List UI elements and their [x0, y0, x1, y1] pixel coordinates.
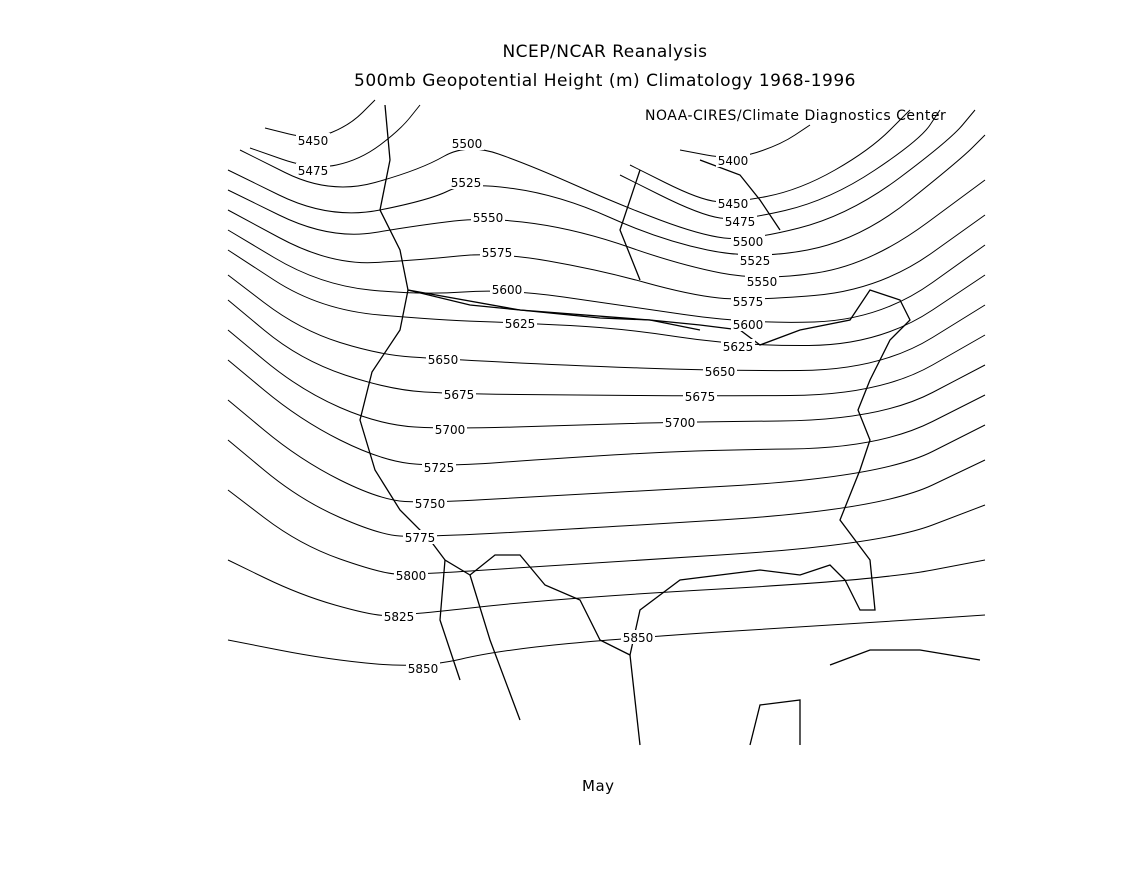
contour-5800: [227, 489, 986, 575]
us-outline: [359, 289, 911, 656]
contour-label-5625: 5625: [723, 340, 754, 354]
month-label: May: [582, 777, 615, 795]
contour-label-5750: 5750: [415, 497, 446, 511]
contour-label-bg: [738, 253, 772, 267]
contour-label-bg: [296, 163, 330, 177]
contour-5775: [227, 439, 986, 537]
contour-label-bg: [716, 196, 750, 210]
contour-5575: [227, 209, 986, 300]
contour-label-bg: [426, 352, 460, 366]
contour-label-5850: 5850: [623, 631, 654, 645]
contour-label-bg: [450, 136, 484, 150]
contour-label-5400: 5400: [718, 154, 749, 168]
cuba-coast: [829, 649, 981, 666]
contour-label-5475: 5475: [725, 215, 756, 229]
contour-label-bg: [731, 317, 765, 331]
contour-5625: [227, 249, 986, 347]
contour-label-5775: 5775: [405, 531, 436, 545]
contour-label-bg: [382, 609, 416, 623]
contour-label-5600: 5600: [492, 283, 523, 297]
contour-label-bg: [703, 364, 737, 378]
credit-label: NOAA-CIRES/Climate Diagnostics Center: [645, 108, 947, 124]
contour-5675: [227, 299, 986, 397]
contour-5725: [227, 359, 986, 466]
contour-label-5475: 5475: [298, 164, 329, 178]
contour-5550: [227, 179, 986, 278]
contour-label-bg: [296, 133, 330, 147]
contour-label-bg: [422, 460, 456, 474]
contour-label-bg: [413, 496, 447, 510]
contour-label-5500: 5500: [733, 235, 764, 249]
contour-label-bg: [621, 630, 655, 644]
contour-5525: [227, 134, 986, 256]
hudson-bay-coast: [619, 159, 781, 281]
contour-label-bg: [433, 422, 467, 436]
contour-5750: [227, 399, 986, 503]
contour-label-5700: 5700: [665, 416, 696, 430]
map-title: NCEP/NCAR Reanalysis: [502, 42, 708, 62]
contour-label-5450: 5450: [298, 134, 329, 148]
map-subtitle: 500mb Geopotential Height (m) Climatolog…: [354, 71, 856, 91]
canada-border: [407, 289, 701, 331]
contour-label-bg: [503, 316, 537, 330]
contour-label-5600: 5600: [733, 318, 764, 332]
coastlines-borders: [359, 104, 981, 746]
contour-5400: [679, 124, 811, 158]
mexico-coast: [439, 559, 641, 746]
contour-label-bg: [394, 568, 428, 582]
contour-label-5525: 5525: [740, 254, 771, 268]
contour-label-5675: 5675: [444, 388, 475, 402]
contour-label-bg: [663, 415, 697, 429]
contour-lines: [227, 99, 986, 666]
contour-label-bg: [716, 153, 750, 167]
contour-label-bg: [731, 234, 765, 248]
contour-label-bg: [723, 214, 757, 228]
contour-label-bg: [745, 274, 779, 288]
contour-label-5650: 5650: [428, 353, 459, 367]
contour-label-bg: [480, 245, 514, 259]
contour-label-bg: [471, 210, 505, 224]
contour-label-5825: 5825: [384, 610, 415, 624]
contour-label-5550: 5550: [473, 211, 504, 225]
contour-label-bg: [406, 661, 440, 675]
contour-label-bg: [403, 530, 437, 544]
contour-label-bg: [442, 387, 476, 401]
contour-5475: [619, 109, 941, 220]
contour-5450: [264, 99, 376, 138]
contour-5475: [249, 104, 421, 167]
yucatan-coast: [749, 699, 801, 746]
contour-5450: [629, 109, 911, 203]
contour-label-5675: 5675: [685, 390, 716, 404]
contour-label-5550: 5550: [747, 275, 778, 289]
contour-label-5650: 5650: [705, 365, 736, 379]
contour-5600: [227, 229, 986, 323]
contour-label-5725: 5725: [424, 461, 455, 475]
contour-label-5500: 5500: [452, 137, 483, 151]
contour-label-5575: 5575: [733, 295, 764, 309]
contour-label-5575: 5575: [482, 246, 513, 260]
contour-label-bg: [731, 294, 765, 308]
contour-5850: [227, 614, 986, 666]
contour-label-5625: 5625: [505, 317, 536, 331]
contour-labels: 5500 5500 5525 5525 5550 5550 5575 5575 5600 5600…: [296, 133, 779, 676]
contour-5650: [227, 274, 986, 372]
contour-5825: [227, 559, 986, 617]
contour-label-5450: 5450: [718, 197, 749, 211]
contour-label-5800: 5800: [396, 569, 427, 583]
contour-5500: [239, 109, 976, 240]
contour-label-5700: 5700: [435, 423, 466, 437]
contour-label-bg: [721, 339, 755, 353]
contour-label-bg: [683, 389, 717, 403]
contour-label-5850: 5850: [408, 662, 439, 676]
contour-5700: [227, 329, 986, 429]
contour-label-5525: 5525: [451, 176, 482, 190]
contour-label-bg: [449, 175, 483, 189]
contour-label-bg: [490, 282, 524, 296]
